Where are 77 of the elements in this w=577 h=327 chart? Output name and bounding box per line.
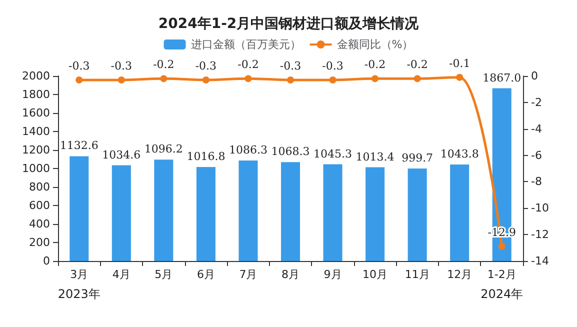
data-label: -0.3 bbox=[68, 59, 90, 72]
bar bbox=[323, 164, 342, 261]
y2-tick-label: -4 bbox=[531, 122, 542, 136]
bar bbox=[450, 164, 470, 261]
y-tick-label: 2000 bbox=[22, 70, 50, 82]
data-label: 999.7 bbox=[402, 152, 434, 165]
point bbox=[456, 74, 464, 81]
data-label: 1096.2 bbox=[144, 142, 183, 156]
y-tick-label: 0 bbox=[43, 254, 50, 268]
x-tick-label: 3月 bbox=[70, 268, 88, 281]
y2-tick-label: 0 bbox=[531, 70, 538, 82]
data-label: 1045.3 bbox=[314, 147, 352, 160]
x-tick-label: 7月 bbox=[239, 268, 258, 281]
y2-tick-label: -8 bbox=[531, 175, 542, 188]
data-label: 1016.8 bbox=[186, 150, 226, 163]
y-tick-label: 800 bbox=[29, 180, 50, 194]
y2-tick-label: -2 bbox=[531, 96, 542, 109]
bar bbox=[366, 167, 385, 261]
bar bbox=[408, 168, 427, 261]
data-label: -0.3 bbox=[322, 59, 344, 72]
text: 2023年 bbox=[58, 287, 100, 301]
text: 2024年 bbox=[480, 287, 524, 301]
bar bbox=[112, 165, 131, 261]
x-tick-label: 11月 bbox=[404, 268, 430, 281]
data-label: -0.2 bbox=[153, 58, 174, 72]
x-tick-label: 8月 bbox=[282, 268, 300, 281]
x-tick-label: 4月 bbox=[112, 268, 130, 281]
y2-tick-label: -10 bbox=[531, 202, 549, 215]
y-tick-label: 1200 bbox=[22, 144, 50, 156]
data-label: 1013.4 bbox=[356, 150, 394, 164]
data-label: -0.1 bbox=[448, 56, 470, 70]
data-label: -0.2 bbox=[406, 58, 428, 72]
y-tick-label: 1600 bbox=[22, 106, 50, 120]
bar bbox=[238, 160, 258, 261]
y-tick-label: 600 bbox=[29, 199, 50, 212]
data-label: 1867.0 bbox=[482, 71, 522, 84]
y2-tick-label: -14 bbox=[531, 254, 549, 268]
data-label: -0.3 bbox=[195, 59, 217, 72]
y2-tick-label: -6 bbox=[531, 148, 542, 162]
point bbox=[372, 75, 379, 82]
x-tick-label: 10月 bbox=[362, 268, 388, 281]
data-label: -0.3 bbox=[110, 59, 132, 72]
point bbox=[202, 76, 210, 84]
point bbox=[76, 76, 83, 84]
point bbox=[287, 76, 294, 84]
x-tick-label: 9月 bbox=[324, 268, 342, 281]
data-label: 1086.3 bbox=[228, 144, 268, 157]
point bbox=[160, 75, 168, 82]
y-tick-label: 1800 bbox=[22, 88, 50, 101]
data-label: 1068.3 bbox=[271, 145, 310, 158]
data-label: -0.2 bbox=[364, 58, 386, 72]
data-label: -0.3 bbox=[280, 59, 302, 72]
data-label: -0.2 bbox=[238, 58, 259, 72]
bar bbox=[70, 156, 89, 261]
bar bbox=[196, 166, 216, 261]
y2-tick-label: -12 bbox=[531, 228, 549, 242]
legend-label: 金额同比（%） bbox=[336, 38, 414, 51]
x-tick-label: 5月 bbox=[154, 268, 173, 281]
point bbox=[498, 242, 506, 250]
bar bbox=[154, 160, 174, 261]
data-label: 1034.6 bbox=[102, 148, 141, 162]
bar bbox=[280, 162, 300, 261]
data-label: 1132.6 bbox=[60, 139, 98, 152]
point bbox=[414, 75, 421, 82]
y-tick-label: 400 bbox=[29, 218, 50, 230]
data-label: 1043.8 bbox=[440, 147, 479, 160]
y-tick-label: 1000 bbox=[22, 162, 50, 175]
x-tick-label: 12月 bbox=[447, 268, 472, 281]
x-tick-label: 1-2月 bbox=[487, 268, 516, 281]
point bbox=[329, 76, 336, 84]
x-tick-label: 6月 bbox=[196, 268, 215, 281]
y-tick-label: 1400 bbox=[22, 125, 50, 138]
point bbox=[118, 76, 125, 84]
point bbox=[244, 75, 252, 82]
chart-title: 2024年1-2月中国钢材进口额及增长情况 bbox=[158, 15, 420, 32]
y-tick-label: 200 bbox=[29, 236, 50, 249]
legend-label: 进口金额（百万美元） bbox=[190, 38, 301, 51]
